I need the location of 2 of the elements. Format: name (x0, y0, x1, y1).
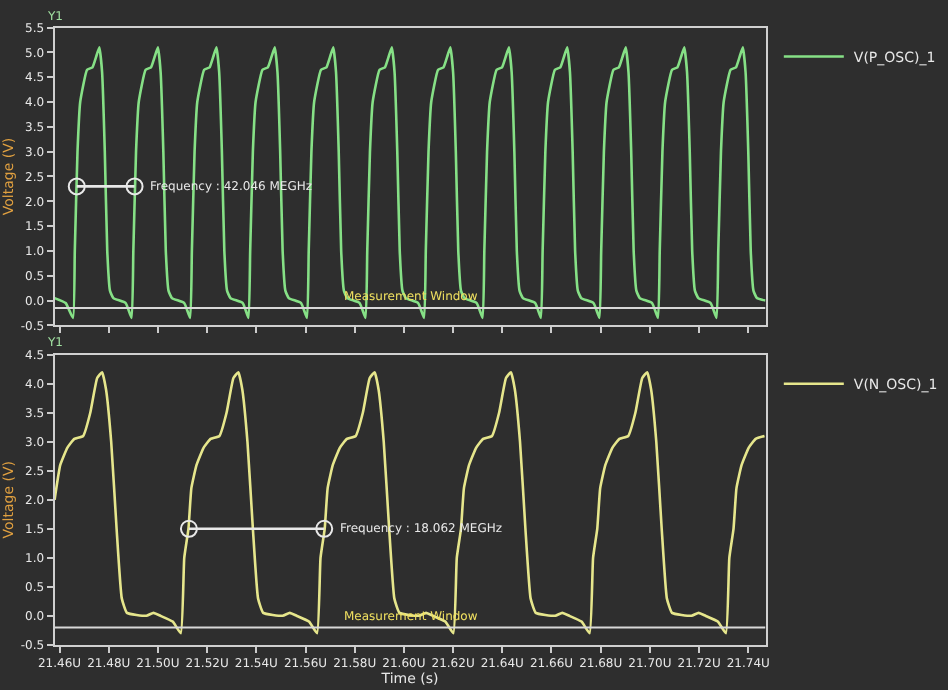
line-series (54, 46, 766, 320)
line-series (54, 370, 766, 635)
